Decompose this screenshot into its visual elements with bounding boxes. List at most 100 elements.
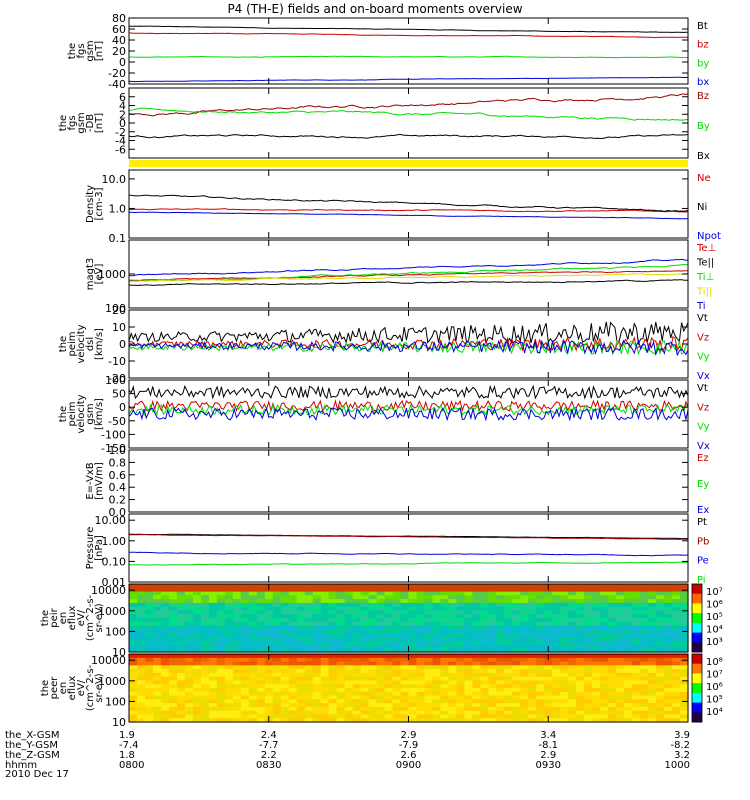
- heatmap-cell: [312, 644, 322, 649]
- heatmap-cell: [153, 625, 162, 630]
- heatmap-cell: [392, 654, 402, 659]
- heatmap-cell: [153, 657, 162, 663]
- heatmap-cell: [224, 591, 234, 596]
- heatmap-cell: [560, 636, 569, 642]
- heatmap-cell: [160, 636, 170, 642]
- heatmap-cell: [544, 672, 553, 678]
- heatmap-cell: [129, 640, 138, 646]
- heatmap-cell: [600, 695, 609, 700]
- heatmap-cell: [680, 654, 689, 659]
- heatmap-cell: [145, 714, 154, 719]
- heatmap-cell: [608, 718, 617, 723]
- heatmap-cell: [416, 591, 426, 596]
- heatmap-cell: [648, 614, 657, 619]
- heatmap-cell: [536, 691, 545, 697]
- heatmap-cell: [496, 669, 505, 674]
- heatmap-cell: [552, 595, 561, 600]
- heatmap-cell: [536, 614, 545, 619]
- heatmap-cell: [664, 591, 673, 596]
- heatmap-cell: [352, 648, 362, 653]
- heatmap-cell: [648, 665, 657, 670]
- heatmap-cell: [352, 672, 362, 678]
- heatmap-cell: [272, 654, 282, 659]
- heatmap-cell: [240, 661, 250, 666]
- heatmap-cell: [584, 665, 593, 670]
- heatmap-cell: [600, 629, 609, 634]
- heatmap-cell: [408, 665, 418, 670]
- panel-frame: [128, 169, 689, 239]
- heatmap-cell: [664, 688, 673, 693]
- heatmap-cell: [160, 614, 170, 619]
- ephemeris-label: hhmm: [5, 760, 37, 771]
- heatmap-cell: [672, 621, 681, 627]
- ephemeris-value: 2.9: [401, 730, 417, 741]
- heatmap-cell: [480, 680, 489, 685]
- heatmap-cell: [472, 710, 481, 716]
- heatmap-cell: [408, 695, 418, 700]
- y-axis-label: gsm: [76, 112, 87, 133]
- legend-vt: Vt: [697, 383, 708, 394]
- heatmap-cell: [504, 703, 513, 708]
- heatmap-cell: [648, 648, 657, 653]
- heatmap-cell: [568, 669, 577, 674]
- heatmap-cell: [312, 599, 322, 604]
- heatmap-cell: [336, 606, 346, 612]
- heatmap-cell: [488, 684, 497, 689]
- heatmap-cell: [656, 599, 665, 604]
- ephemeris-value: 0830: [256, 760, 281, 771]
- heatmap-cell: [145, 657, 154, 663]
- heatmap-cell: [664, 595, 673, 600]
- heatmap-cell: [520, 691, 529, 697]
- heatmap-cell: [496, 629, 505, 634]
- heatmap-cell: [656, 684, 665, 689]
- heatmap-cell: [176, 602, 186, 608]
- heatmap-cell: [520, 602, 529, 608]
- heatmap-cell: [392, 676, 402, 682]
- heatmap-cell: [416, 672, 426, 678]
- colorbar-tick-label: 10⁵: [706, 695, 723, 706]
- heatmap-cell: [264, 614, 274, 619]
- heatmap-cell: [552, 621, 561, 627]
- heatmap-cell: [416, 595, 426, 600]
- heatmap-cell: [520, 584, 529, 589]
- heatmap-cell: [528, 629, 537, 634]
- heatmap-cell: [392, 657, 402, 663]
- heatmap-cell: [672, 618, 681, 623]
- heatmap-cell: [360, 618, 370, 623]
- heatmap-cell: [280, 648, 290, 653]
- heatmap-cell: [232, 621, 242, 627]
- y-tick-label: -6: [115, 143, 126, 156]
- heatmap-cell: [304, 657, 314, 663]
- heatmap-cell: [624, 661, 633, 666]
- heatmap-cell: [360, 714, 370, 719]
- heatmap-cell: [664, 584, 673, 589]
- heatmap-cell: [464, 644, 473, 649]
- heatmap-cell: [560, 691, 569, 697]
- heatmap-cell: [296, 640, 306, 646]
- heatmap-cell: [256, 648, 266, 653]
- heatmap-cell: [192, 669, 202, 674]
- heatmap-cell: [560, 584, 569, 589]
- heatmap-cell: [640, 610, 649, 615]
- heatmap-cell: [384, 710, 394, 716]
- heatmap-cell: [160, 680, 170, 685]
- heatmap-cell: [304, 714, 314, 719]
- heatmap-cell: [464, 718, 473, 723]
- heatmap-cell: [544, 706, 553, 712]
- heatmap-cell: [304, 654, 314, 659]
- heatmap-cell: [536, 595, 545, 600]
- heatmap-cell: [264, 599, 274, 604]
- heatmap-cell: [328, 688, 338, 693]
- heatmap-cell: [336, 648, 346, 653]
- heatmap-cell: [288, 640, 298, 646]
- heatmap-cell: [560, 591, 569, 596]
- heatmap-cell: [368, 621, 378, 627]
- heatmap-cell: [432, 688, 442, 693]
- heatmap-cell: [208, 610, 218, 615]
- heatmap-cell: [392, 595, 402, 600]
- heatmap-cell: [280, 595, 290, 600]
- heatmap-cell: [248, 657, 258, 663]
- heatmap-cell: [392, 695, 402, 700]
- heatmap-cell: [488, 672, 497, 678]
- heatmap-cell: [208, 621, 218, 627]
